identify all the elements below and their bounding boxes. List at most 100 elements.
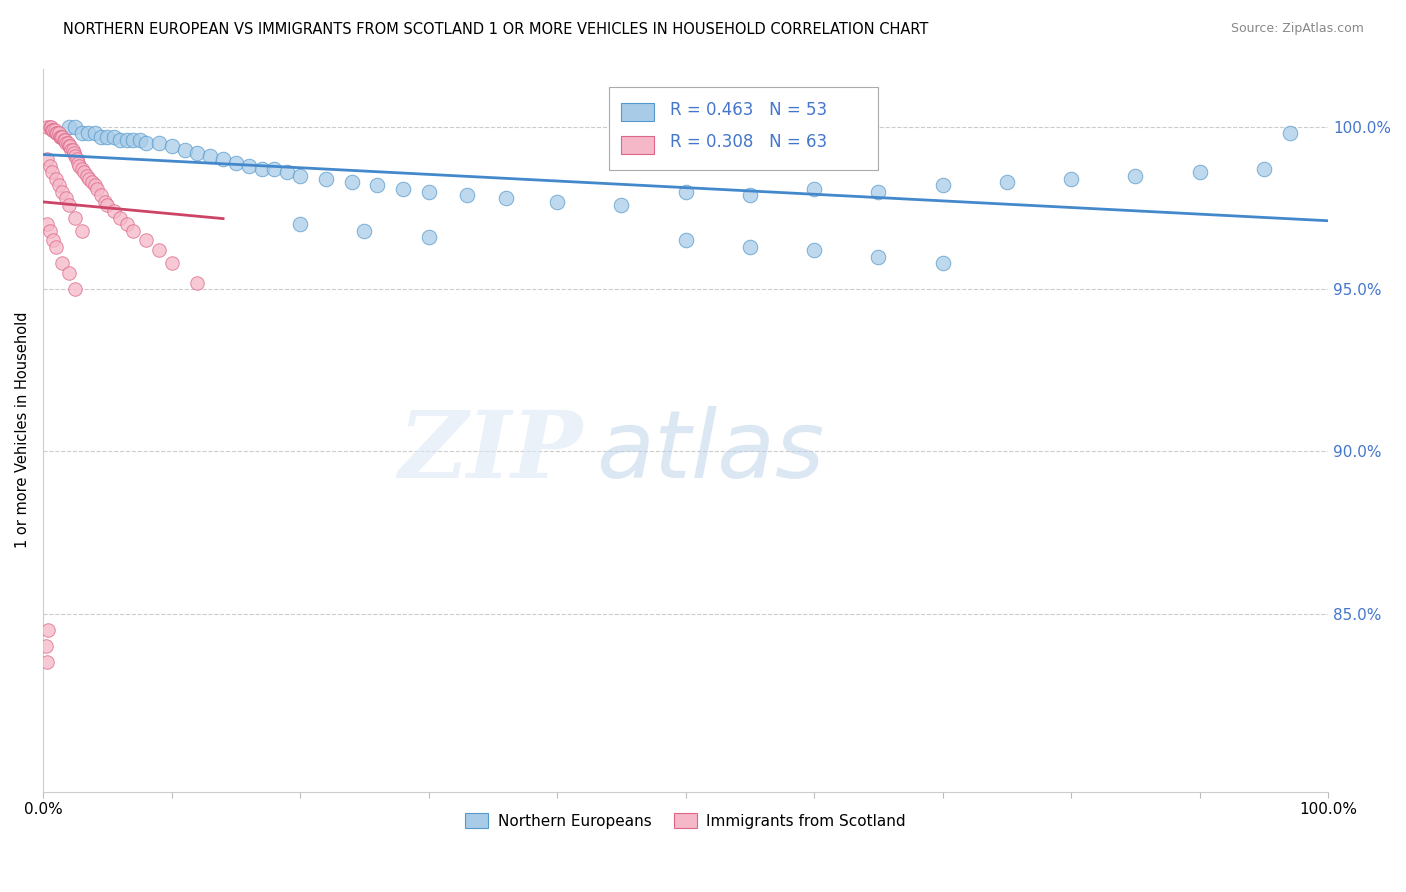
Point [96,129,118,144]
Point [340,175,363,189]
Point [353,224,375,238]
Point [738,240,761,254]
Point [38,120,60,134]
Point [51,129,73,144]
Point [48,127,70,141]
Point [315,171,337,186]
Point [56,136,79,150]
Point [70,224,93,238]
Point [148,136,170,150]
Point [65,211,87,225]
Point [115,217,138,231]
Point [65,149,87,163]
Point [803,181,825,195]
Point [186,276,208,290]
Point [290,217,312,231]
Point [37,623,59,637]
Point [418,230,440,244]
Point [135,234,157,248]
Point [38,159,60,173]
Point [58,139,80,153]
Point [546,194,568,209]
Point [115,133,138,147]
Point [1253,162,1275,177]
Point [65,120,87,134]
Point [290,169,312,183]
Point [803,243,825,257]
Point [931,256,953,270]
Point [186,145,208,160]
Point [80,175,103,189]
Point [90,129,112,144]
Point [995,175,1018,189]
Point [44,123,66,137]
Point [51,256,73,270]
Point [52,133,75,147]
Point [931,178,953,193]
Point [45,127,67,141]
Point [48,178,70,193]
Point [83,178,105,193]
Point [738,188,761,202]
Point [86,181,108,195]
FancyBboxPatch shape [621,136,654,154]
Legend: Northern Europeans, Immigrants from Scotland: Northern Europeans, Immigrants from Scot… [460,807,912,835]
Point [42,234,65,248]
Point [59,139,82,153]
Point [94,194,117,209]
Text: R = 0.308   N = 63: R = 0.308 N = 63 [671,133,827,152]
Point [173,143,195,157]
Point [103,129,125,144]
Point [83,127,105,141]
Point [418,185,440,199]
Point [42,123,65,137]
Point [35,655,58,669]
Text: Source: ZipAtlas.com: Source: ZipAtlas.com [1230,22,1364,36]
Point [35,153,58,167]
Point [128,133,150,147]
Point [62,143,84,157]
Point [53,133,76,147]
Point [135,136,157,150]
Point [868,185,890,199]
Point [366,178,388,193]
Point [51,129,73,144]
Point [200,149,222,163]
Point [35,217,58,231]
Point [1188,165,1211,179]
Text: atlas: atlas [596,407,824,498]
Point [41,123,63,137]
Point [160,139,183,153]
Point [77,127,100,141]
Text: ZIP: ZIP [399,407,583,497]
Point [212,153,235,167]
Point [70,162,93,177]
Point [1060,171,1083,186]
Point [225,155,247,169]
Point [1278,127,1301,141]
Point [45,171,67,186]
Point [122,224,145,238]
Point [63,145,86,160]
Text: NORTHERN EUROPEAN VS IMMIGRANTS FROM SCOTLAND 1 OR MORE VEHICLES IN HOUSEHOLD CO: NORTHERN EUROPEAN VS IMMIGRANTS FROM SCO… [63,22,928,37]
Point [58,198,80,212]
Text: R = 0.463   N = 53: R = 0.463 N = 53 [671,101,827,119]
Point [96,198,118,212]
Point [110,211,132,225]
Point [675,234,697,248]
Point [51,185,73,199]
Point [70,127,93,141]
Point [55,191,77,205]
Point [392,181,415,195]
Point [66,155,89,169]
Point [110,133,132,147]
Point [60,143,83,157]
Point [55,136,77,150]
Point [122,133,145,147]
Point [90,188,112,202]
Point [45,240,67,254]
Y-axis label: 1 or more Vehicles in Household: 1 or more Vehicles in Household [15,312,30,549]
FancyBboxPatch shape [621,103,654,121]
Point [49,129,72,144]
Point [39,120,62,134]
